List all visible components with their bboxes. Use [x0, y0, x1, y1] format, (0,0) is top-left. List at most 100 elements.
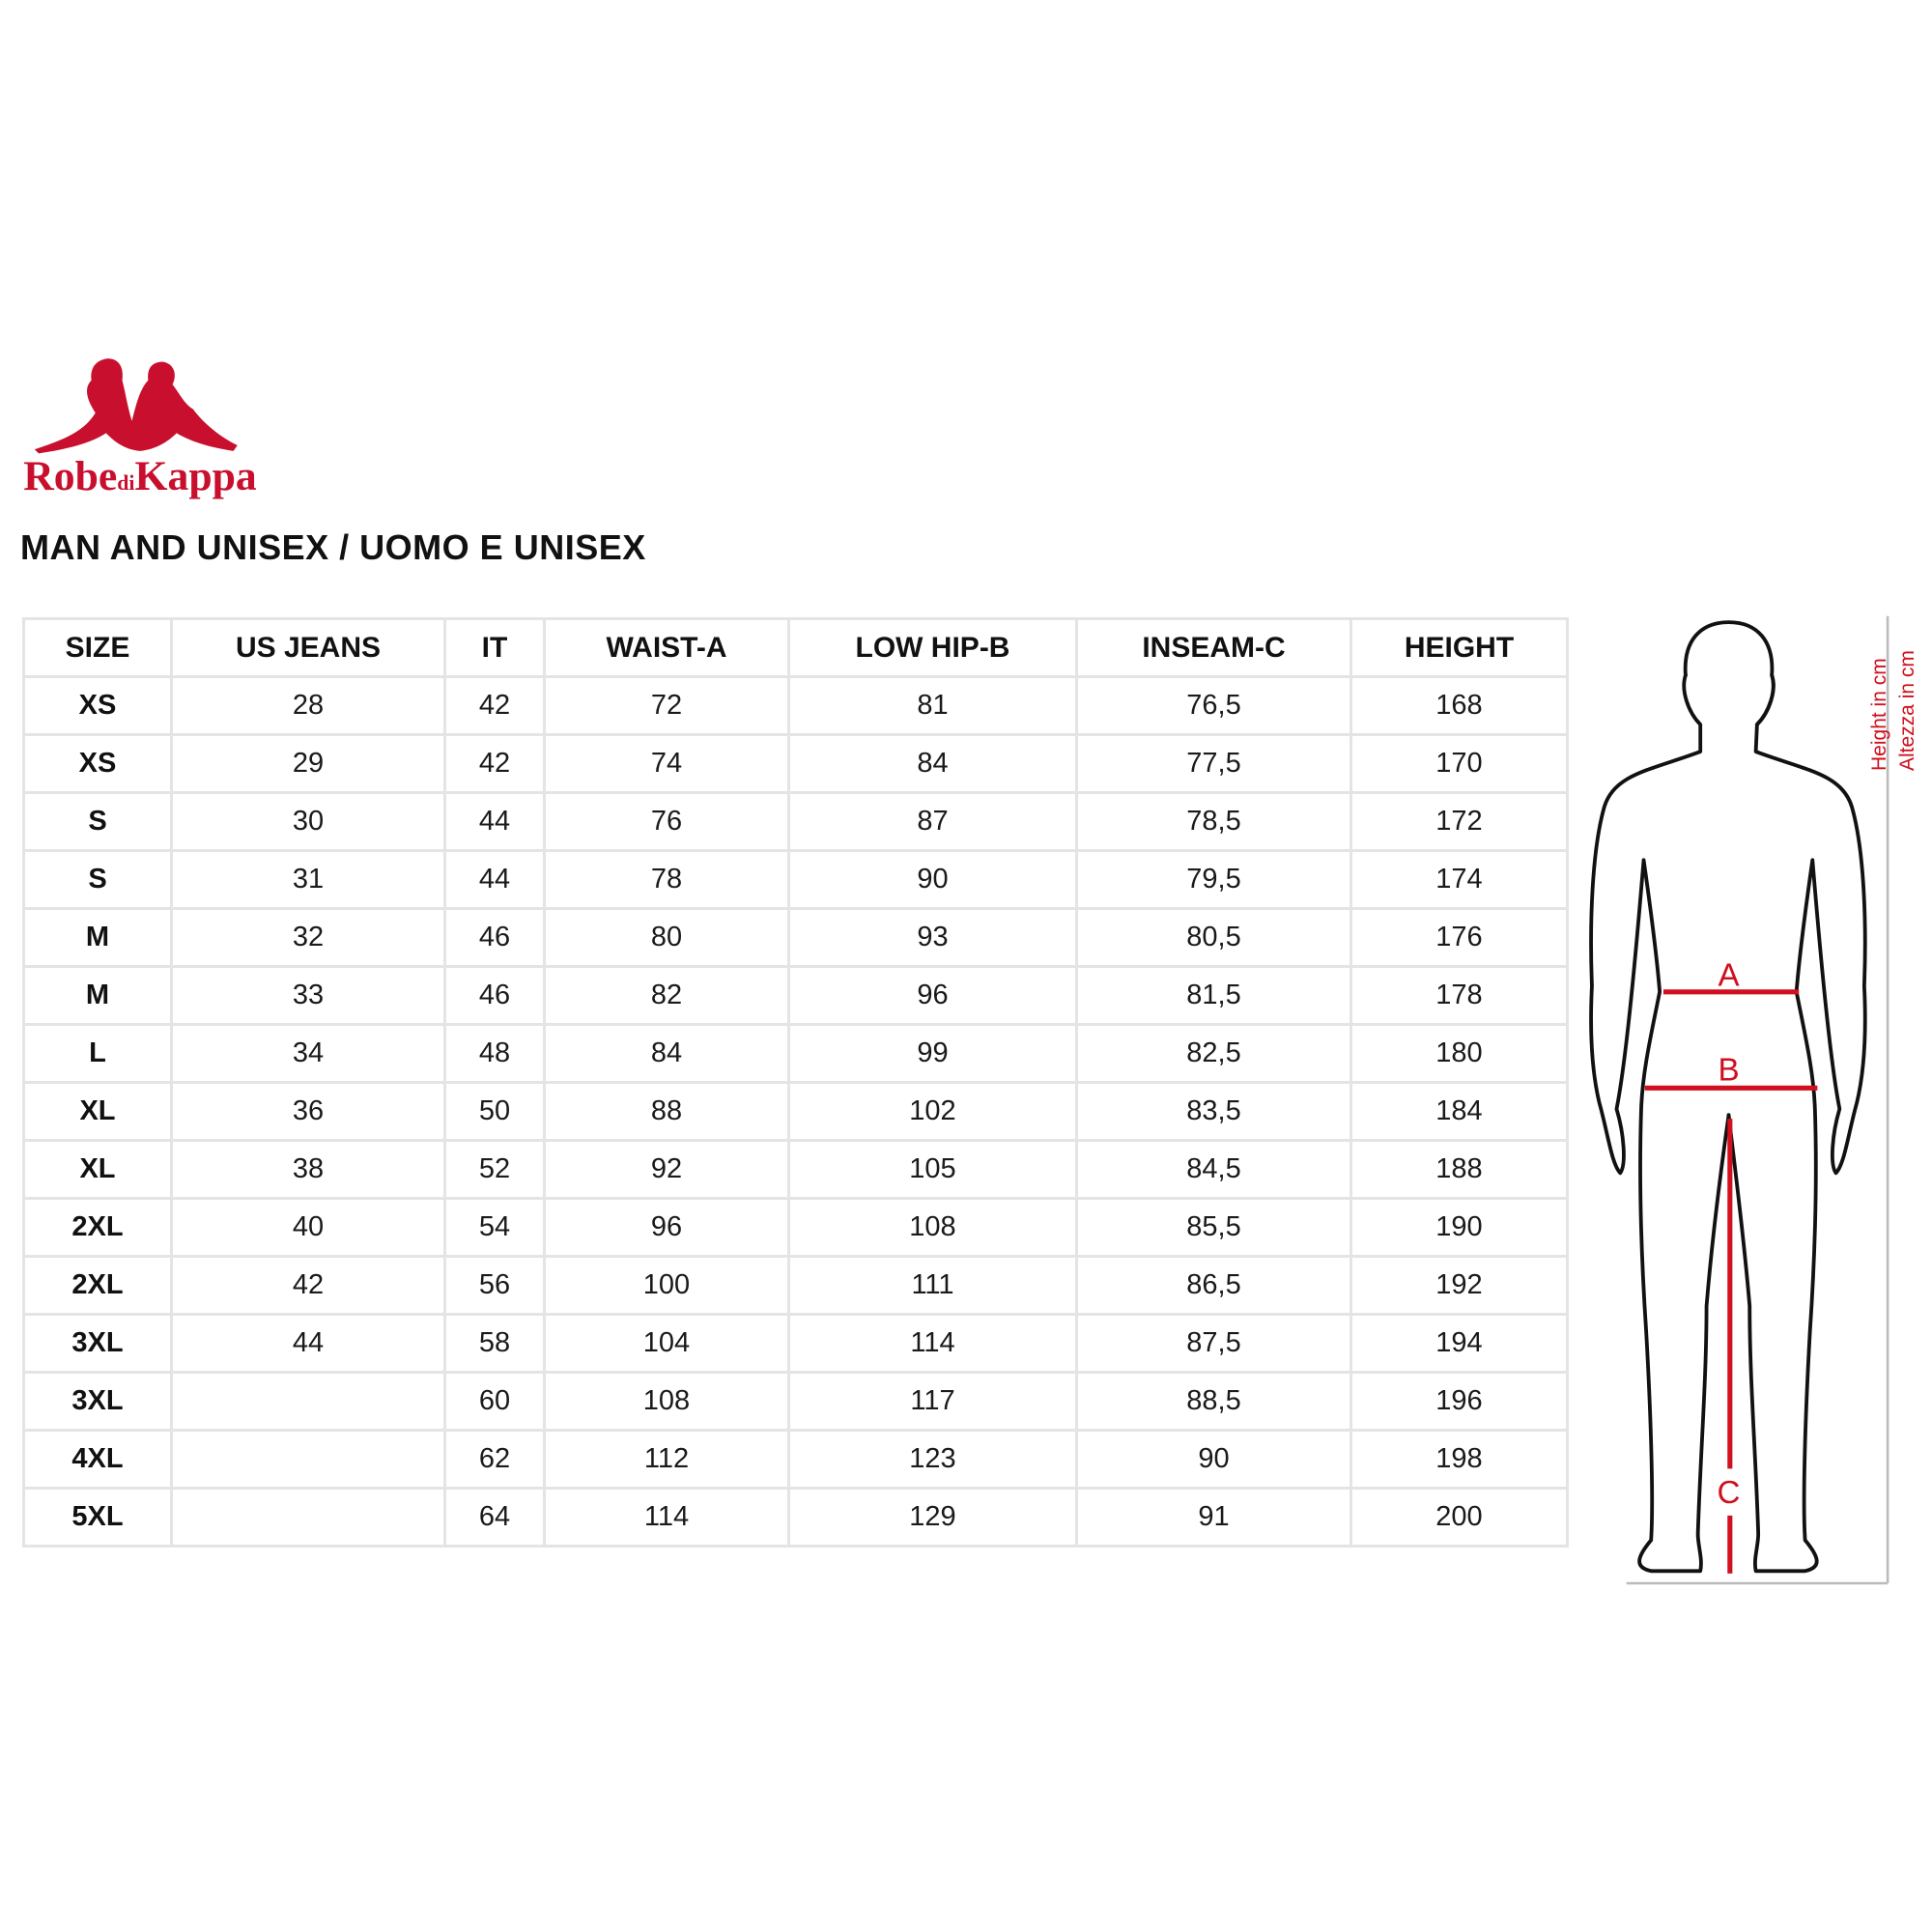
size-cell: L — [22, 1023, 173, 1084]
table-cell: 60 — [443, 1371, 546, 1432]
table-cell: 42 — [443, 675, 546, 736]
label-b: B — [1718, 1053, 1739, 1089]
table-cell: 96 — [787, 965, 1078, 1026]
size-cell: 2XL — [22, 1197, 173, 1258]
table-cell: 36 — [170, 1081, 446, 1142]
measurement-lines — [1644, 989, 1818, 1574]
table-cell: 80 — [543, 907, 790, 968]
size-cell: 3XL — [22, 1313, 173, 1374]
table-cell: 88,5 — [1075, 1371, 1352, 1432]
table-cell: 178 — [1350, 965, 1569, 1026]
table-cell: 76,5 — [1075, 675, 1352, 736]
size-cell: 3XL — [22, 1371, 173, 1432]
table-cell: 84 — [543, 1023, 790, 1084]
table-cell: 117 — [787, 1371, 1078, 1432]
table-cell: 105 — [787, 1139, 1078, 1200]
table-cell: 84 — [787, 733, 1078, 794]
table-cell: 38 — [170, 1139, 446, 1200]
table-cell: 48 — [443, 1023, 546, 1084]
table-cell: 40 — [170, 1197, 446, 1258]
table-row: 4XL 62 112 123 90 198 — [22, 1429, 1569, 1490]
size-cell: XL — [22, 1139, 173, 1200]
table-cell: 102 — [787, 1081, 1078, 1142]
table-cell: 56 — [443, 1255, 546, 1316]
table-cell: 42 — [443, 733, 546, 794]
table-cell: 82,5 — [1075, 1023, 1352, 1084]
table-cell: 77,5 — [1075, 733, 1352, 794]
table-cell: 114 — [787, 1313, 1078, 1374]
table-row: M 32 46 80 93 80,5 176 — [22, 907, 1569, 968]
table-cell: 76 — [543, 791, 790, 852]
table-cell: 190 — [1350, 1197, 1569, 1258]
column-header: HEIGHT — [1350, 617, 1569, 678]
size-cell: S — [22, 849, 173, 910]
size-cell: XS — [22, 675, 173, 736]
size-cell: S — [22, 791, 173, 852]
table-cell: 33 — [170, 965, 446, 1026]
table-cell: 129 — [787, 1487, 1078, 1548]
table-cell: 108 — [543, 1371, 790, 1432]
size-cell: 4XL — [22, 1429, 173, 1490]
table-cell: 34 — [170, 1023, 446, 1084]
label-c: C — [1718, 1475, 1741, 1511]
table-cell: 99 — [787, 1023, 1078, 1084]
table-cell: 114 — [543, 1487, 790, 1548]
column-header: LOW HIP-B — [787, 617, 1078, 678]
height-frame — [1626, 615, 1889, 1585]
size-cell: 5XL — [22, 1487, 173, 1548]
table-cell: 86,5 — [1075, 1255, 1352, 1316]
table-cell: 58 — [443, 1313, 546, 1374]
table-cell: 79,5 — [1075, 849, 1352, 910]
table-row: XL 36 50 88 102 83,5 184 — [22, 1081, 1569, 1142]
table-row: XL 38 52 92 105 84,5 188 — [22, 1139, 1569, 1200]
table-cell: 82 — [543, 965, 790, 1026]
table-cell: 74 — [543, 733, 790, 794]
table-cell: 62 — [443, 1429, 546, 1490]
logo-wordmark: RobediKappa — [23, 453, 257, 499]
column-header: INSEAM-C — [1075, 617, 1352, 678]
table-cell — [170, 1487, 446, 1548]
table-cell: 174 — [1350, 849, 1569, 910]
table-cell: 83,5 — [1075, 1081, 1352, 1142]
table-cell: 184 — [1350, 1081, 1569, 1142]
table-cell: 78,5 — [1075, 791, 1352, 852]
table-cell: 90 — [787, 849, 1078, 910]
table-cell: 196 — [1350, 1371, 1569, 1432]
table-cell: 29 — [170, 733, 446, 794]
table-cell: 28 — [170, 675, 446, 736]
table-row: S 31 44 78 90 79,5 174 — [22, 849, 1569, 910]
table-cell: 30 — [170, 791, 446, 852]
table-cell: 108 — [787, 1197, 1078, 1258]
table-cell: 44 — [443, 849, 546, 910]
table-cell: 96 — [543, 1197, 790, 1258]
height-label-it: Altezza in cm — [1896, 650, 1918, 771]
table-cell: 32 — [170, 907, 446, 968]
table-header-row: SIZE US JEANS IT WAIST-A LOW HIP-B INSEAM-C HE… — [22, 617, 1569, 678]
table-row: M 33 46 82 96 81,5 178 — [22, 965, 1569, 1026]
table-cell: 92 — [543, 1139, 790, 1200]
table-cell: 180 — [1350, 1023, 1569, 1084]
table-cell: 81,5 — [1075, 965, 1352, 1026]
table-row: L 34 48 84 99 82,5 180 — [22, 1023, 1569, 1084]
column-header: US JEANS — [170, 617, 446, 678]
table-cell: 91 — [1075, 1487, 1352, 1548]
table-cell: 85,5 — [1075, 1197, 1352, 1258]
table-cell: 111 — [787, 1255, 1078, 1316]
size-cell: XL — [22, 1081, 173, 1142]
body-outline — [1589, 620, 1867, 1574]
table-cell: 172 — [1350, 791, 1569, 852]
table-cell — [170, 1371, 446, 1432]
table-cell: 44 — [170, 1313, 446, 1374]
table-cell: 170 — [1350, 733, 1569, 794]
table-cell: 54 — [443, 1197, 546, 1258]
table-cell: 87 — [787, 791, 1078, 852]
table-row: 5XL 64 114 129 91 200 — [22, 1487, 1569, 1548]
table-cell: 50 — [443, 1081, 546, 1142]
table-row: 3XL 60 108 117 88,5 196 — [22, 1371, 1569, 1432]
table-cell: 100 — [543, 1255, 790, 1316]
table-row: S 30 44 76 87 78,5 172 — [22, 791, 1569, 852]
column-header: IT — [443, 617, 546, 678]
table-cell: 84,5 — [1075, 1139, 1352, 1200]
table-cell: 168 — [1350, 675, 1569, 736]
table-cell: 87,5 — [1075, 1313, 1352, 1374]
